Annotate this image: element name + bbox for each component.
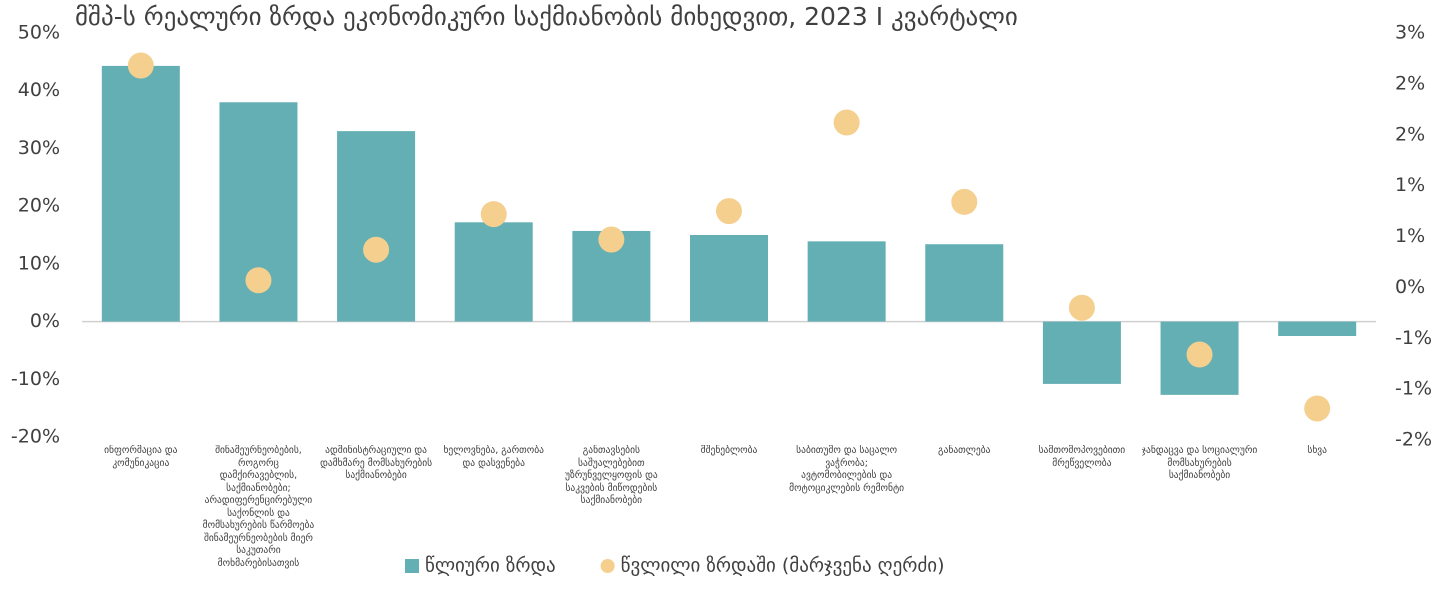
dot bbox=[833, 109, 860, 136]
bar bbox=[1042, 321, 1121, 384]
dot bbox=[951, 188, 978, 215]
x-tick-label: ინფორმაცია და კომუნიკაცია bbox=[104, 445, 178, 469]
bar bbox=[807, 241, 886, 322]
x-tick-label: შინამეურნეობების, როგორც დამქირავებლის, … bbox=[202, 445, 315, 569]
dot bbox=[480, 201, 507, 228]
x-tick-label-box: სამთომოპოვებითი მრეწველობა bbox=[1038, 445, 1126, 469]
y2-tick-label: -1% bbox=[1395, 327, 1432, 349]
legend-swatch bbox=[600, 559, 615, 573]
x-tick-label-box: ჯანდაცვა და სოციალური მომსახურების საქმი… bbox=[1141, 445, 1258, 481]
y-tick-label: 40% bbox=[18, 79, 60, 101]
bar bbox=[337, 131, 416, 322]
x-tick-label: სხვა bbox=[1307, 445, 1327, 456]
x-tick-label: საბითუმო და საცალო ვაჭრობა; ავტომობილები… bbox=[789, 445, 905, 494]
dot bbox=[598, 226, 625, 253]
legend-swatch bbox=[405, 559, 419, 573]
y-tick-label: 20% bbox=[18, 195, 60, 217]
dot bbox=[363, 236, 390, 263]
x-tick-label-box: სხვა bbox=[1307, 445, 1327, 456]
x-tick-label: განათლება bbox=[938, 445, 991, 456]
x-tick-label-box: ინფორმაცია და კომუნიკაცია bbox=[104, 445, 178, 469]
bar bbox=[925, 244, 1004, 322]
chart-title: მშპ-ს რეალური ზრდა ეკონომიკური საქმიანობ… bbox=[75, 2, 1018, 31]
y2-tick-label: 3% bbox=[1395, 22, 1425, 44]
dot bbox=[1068, 294, 1095, 321]
dot bbox=[127, 52, 154, 79]
y2-tick-label: -1% bbox=[1395, 378, 1432, 400]
bar bbox=[690, 235, 768, 322]
y-tick-label: -20% bbox=[11, 426, 60, 448]
x-tick-label: მშენებლობა bbox=[700, 445, 758, 456]
y-tick-label: 50% bbox=[18, 22, 60, 44]
y-tick-label: 10% bbox=[18, 252, 60, 274]
bar bbox=[101, 65, 180, 322]
y-tick-label: -10% bbox=[11, 368, 60, 390]
legend-label: წვლილი ზრდაში (მარჯვენა ღერძი) bbox=[621, 555, 945, 577]
x-tick-label: ხელოვნება, გართობა და დასვენება bbox=[443, 445, 544, 469]
x-tick-label-box: მშენებლობა bbox=[700, 445, 758, 456]
x-tick-label: ადმინისტრაციული და დამხმარე მომსახურების… bbox=[320, 445, 433, 481]
x-tick-label-box: განათლება bbox=[938, 445, 991, 456]
x-tick-label-box: საბითუმო და საცალო ვაჭრობა; ავტომობილები… bbox=[789, 445, 905, 494]
y2-tick-label: -2% bbox=[1395, 429, 1432, 451]
y2-tick-label: 2% bbox=[1395, 123, 1425, 145]
y2-tick-label: 1% bbox=[1395, 225, 1425, 247]
y-tick-label: 0% bbox=[30, 310, 60, 332]
y-tick-label: 30% bbox=[18, 137, 60, 159]
x-tick-label: ჯანდაცვა და სოციალური მომსახურების საქმი… bbox=[1141, 445, 1258, 481]
dot bbox=[1304, 395, 1331, 422]
x-tick-label-box: ხელოვნება, გართობა და დასვენება bbox=[443, 445, 544, 469]
y2-tick-label: 0% bbox=[1395, 276, 1425, 298]
x-tick-label-box: შინამეურნეობების, როგორც დამქირავებლის, … bbox=[202, 445, 315, 569]
dot bbox=[716, 198, 742, 225]
legend-label: წლიური ზრდა bbox=[425, 555, 556, 577]
y2-tick-label: 2% bbox=[1395, 72, 1425, 94]
x-tick-label-box: ადმინისტრაციული და დამხმარე მომსახურების… bbox=[320, 445, 433, 481]
dot bbox=[1186, 341, 1213, 368]
dot bbox=[245, 267, 272, 294]
x-tick-label: სამთომოპოვებითი მრეწველობა bbox=[1038, 445, 1126, 469]
y2-tick-label: 1% bbox=[1395, 174, 1425, 196]
x-tick-label-box: განთავსების საშუალებებით უზრუნველყოფის დ… bbox=[564, 445, 658, 506]
bar bbox=[454, 222, 533, 322]
x-tick-label: განთავსების საშუალებებით უზრუნველყოფის დ… bbox=[564, 445, 658, 506]
bar bbox=[1278, 321, 1357, 336]
